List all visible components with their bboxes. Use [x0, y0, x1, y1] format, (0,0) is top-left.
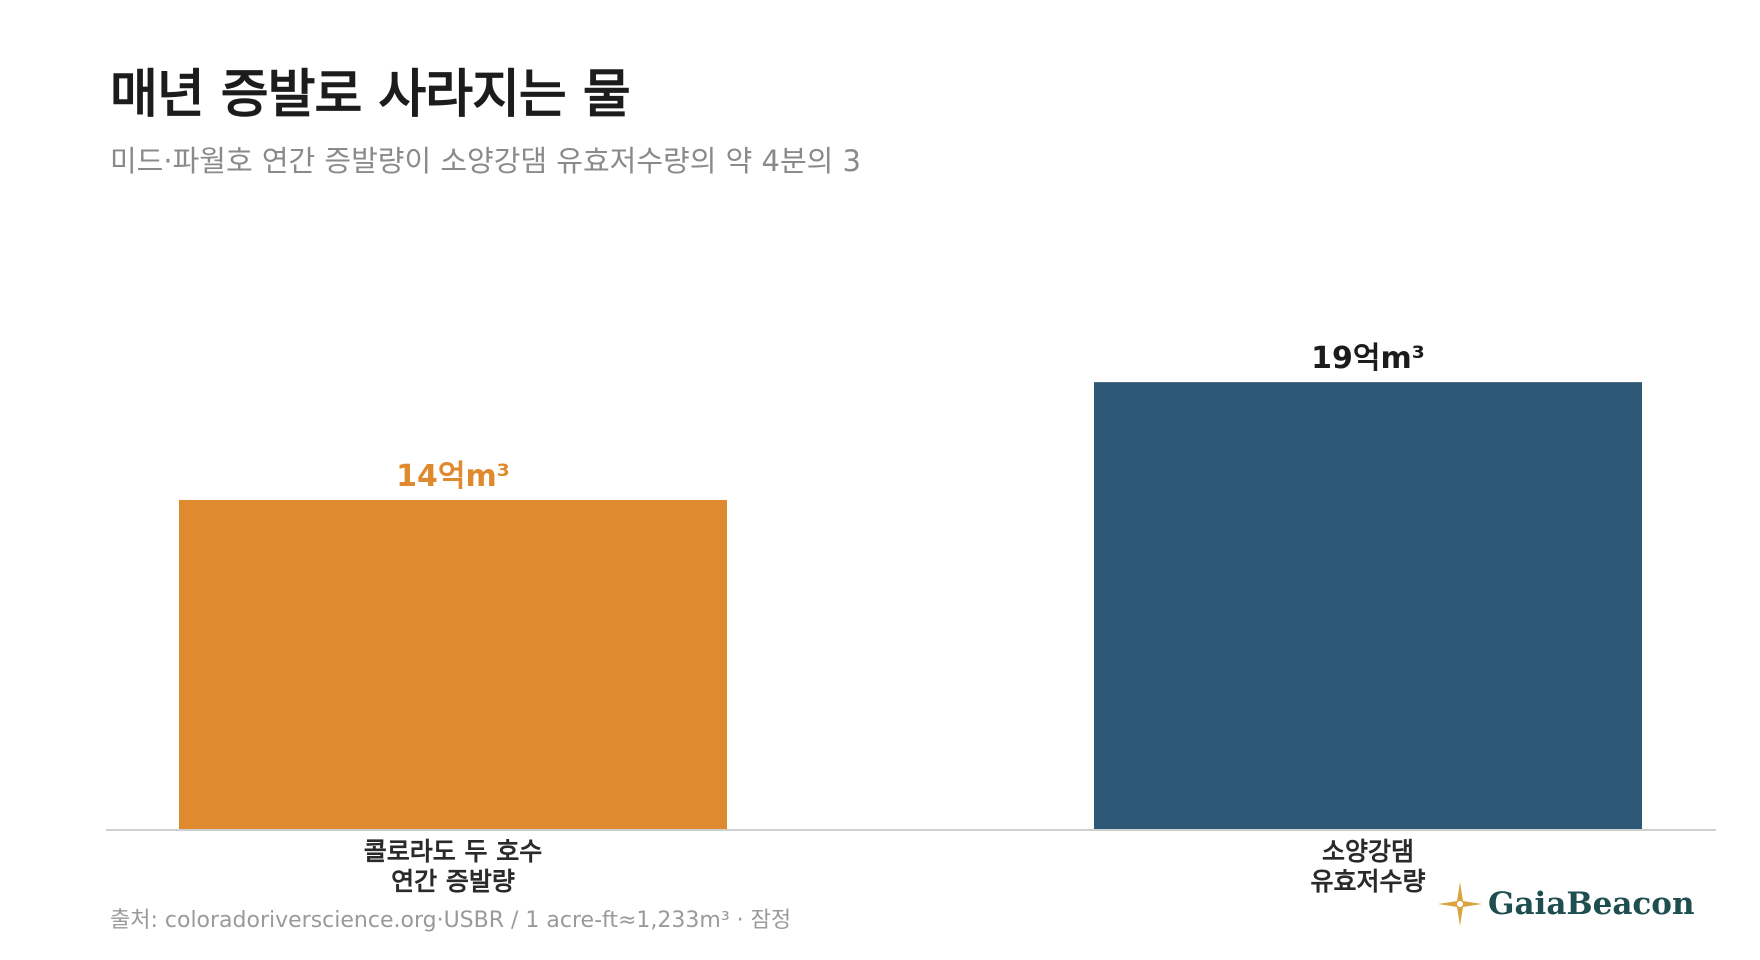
chart-subtitle: 미드·파월호 연간 증발량이 소양강댐 유효저수량의 약 4분의 3 — [110, 144, 861, 178]
category-label-2-line-1: 소양강댐 — [1322, 837, 1414, 866]
bar-2 — [1094, 382, 1642, 830]
chart-title: 매년 증발로 사라지는 물 — [110, 65, 631, 125]
compass-star-icon — [1438, 882, 1482, 926]
bars-layer — [179, 382, 1642, 830]
category-label-1-line-1: 콜로라도 두 호수 — [364, 837, 542, 866]
source-note: 출처: coloradoriverscience.org·USBR / 1 ac… — [110, 908, 792, 933]
data-label-2: 19억m³ — [1311, 341, 1425, 376]
brand-name: GaiaBeacon — [1488, 886, 1695, 922]
brand-logo: GaiaBeacon — [1436, 880, 1695, 928]
bar-1 — [179, 500, 727, 830]
category-label-2-line-2: 유효저수량 — [1310, 867, 1425, 896]
category-label-1-line-2: 연간 증발량 — [391, 867, 515, 896]
data-label-1: 14억m³ — [396, 459, 510, 494]
